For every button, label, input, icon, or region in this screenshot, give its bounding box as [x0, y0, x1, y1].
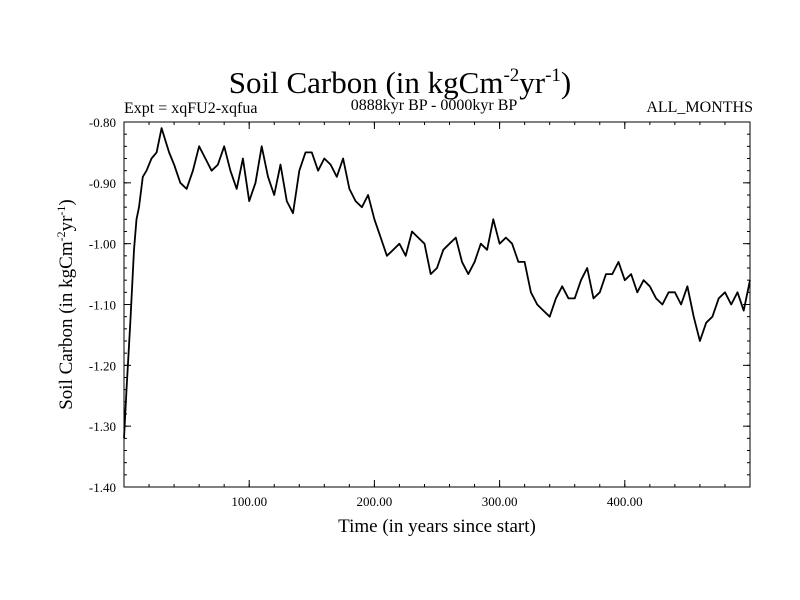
plot-frame: [123, 121, 751, 488]
y-axis-label-exponent: -1: [54, 206, 68, 216]
y-tick-label: -1.10: [89, 298, 116, 313]
y-axis-label: Soil Carbon (in kgCm-2yr-1): [54, 199, 77, 410]
x-tick-label: 300.00: [482, 494, 518, 509]
y-axis-label-part: yr: [56, 215, 77, 232]
experiment-label: Expt = xqFU2-xqfua: [124, 100, 258, 117]
y-tick-label: -0.80: [89, 115, 116, 130]
chart-title: Soil Carbon (in kgCm-2yr-1): [228, 65, 572, 100]
y-tick-label: -1.00: [89, 237, 116, 252]
y-tick-label: -0.90: [89, 176, 116, 191]
y-tick-label: -1.20: [89, 358, 116, 373]
x-tick-label: 400.00: [607, 494, 643, 509]
x-tick-label: 100.00: [231, 494, 267, 509]
series-line: [123, 127, 751, 439]
y-axis-label-part: ): [56, 199, 77, 205]
y-axis-label-part: Soil Carbon (in kgCm: [56, 241, 77, 410]
period-label: 0888kyr BP - 0000kyr BP: [350, 97, 518, 114]
months-label: ALL_MONTHS: [646, 99, 753, 116]
x-tick-label: 200.00: [357, 494, 393, 509]
y-axis-label-exponent: -2: [54, 231, 68, 241]
y-tick-label: -1.40: [89, 480, 116, 495]
y-tick-label: -1.30: [89, 419, 116, 434]
x-axis-label: Time (in years since start): [338, 516, 536, 537]
